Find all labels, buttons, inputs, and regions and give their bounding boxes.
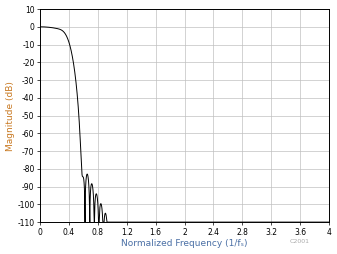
Text: C2001: C2001 (290, 239, 310, 244)
Y-axis label: Magnitude (dB): Magnitude (dB) (5, 81, 14, 151)
X-axis label: Normalized Frequency (1/fₛ): Normalized Frequency (1/fₛ) (121, 240, 248, 248)
